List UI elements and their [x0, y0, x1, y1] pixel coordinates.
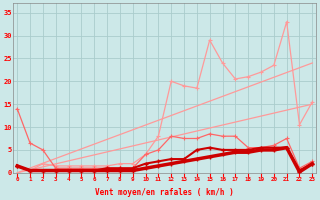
X-axis label: Vent moyen/en rafales ( km/h ): Vent moyen/en rafales ( km/h ) — [95, 188, 234, 197]
